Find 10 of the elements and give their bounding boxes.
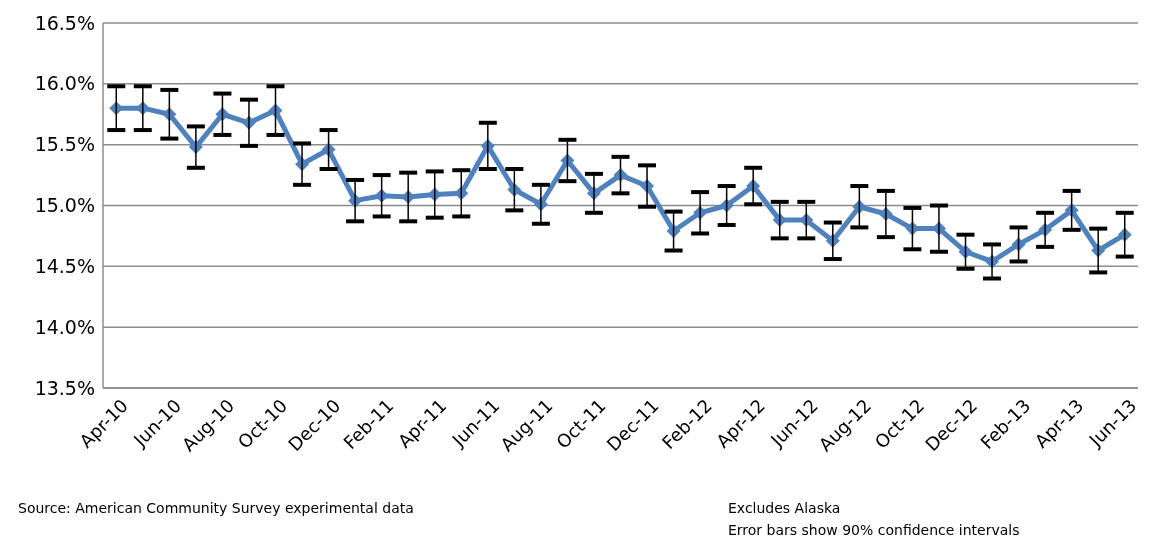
y-tick-label: 16.5% — [34, 11, 95, 34]
y-tick-label: 14.5% — [34, 254, 95, 277]
text: Excludes Alaska — [728, 500, 841, 516]
source-note: Source: American Community Survey experimental data — [18, 500, 414, 516]
text: Error bars show 90% confidence intervals — [728, 522, 1020, 538]
y-tick-label: 16.0% — [34, 72, 95, 95]
y-tick-label: 15.5% — [34, 133, 95, 156]
y-tick-label: 13.5% — [34, 376, 95, 399]
y-tick-label: 14.0% — [34, 315, 95, 338]
y-tick-label: 15.0% — [34, 194, 95, 217]
